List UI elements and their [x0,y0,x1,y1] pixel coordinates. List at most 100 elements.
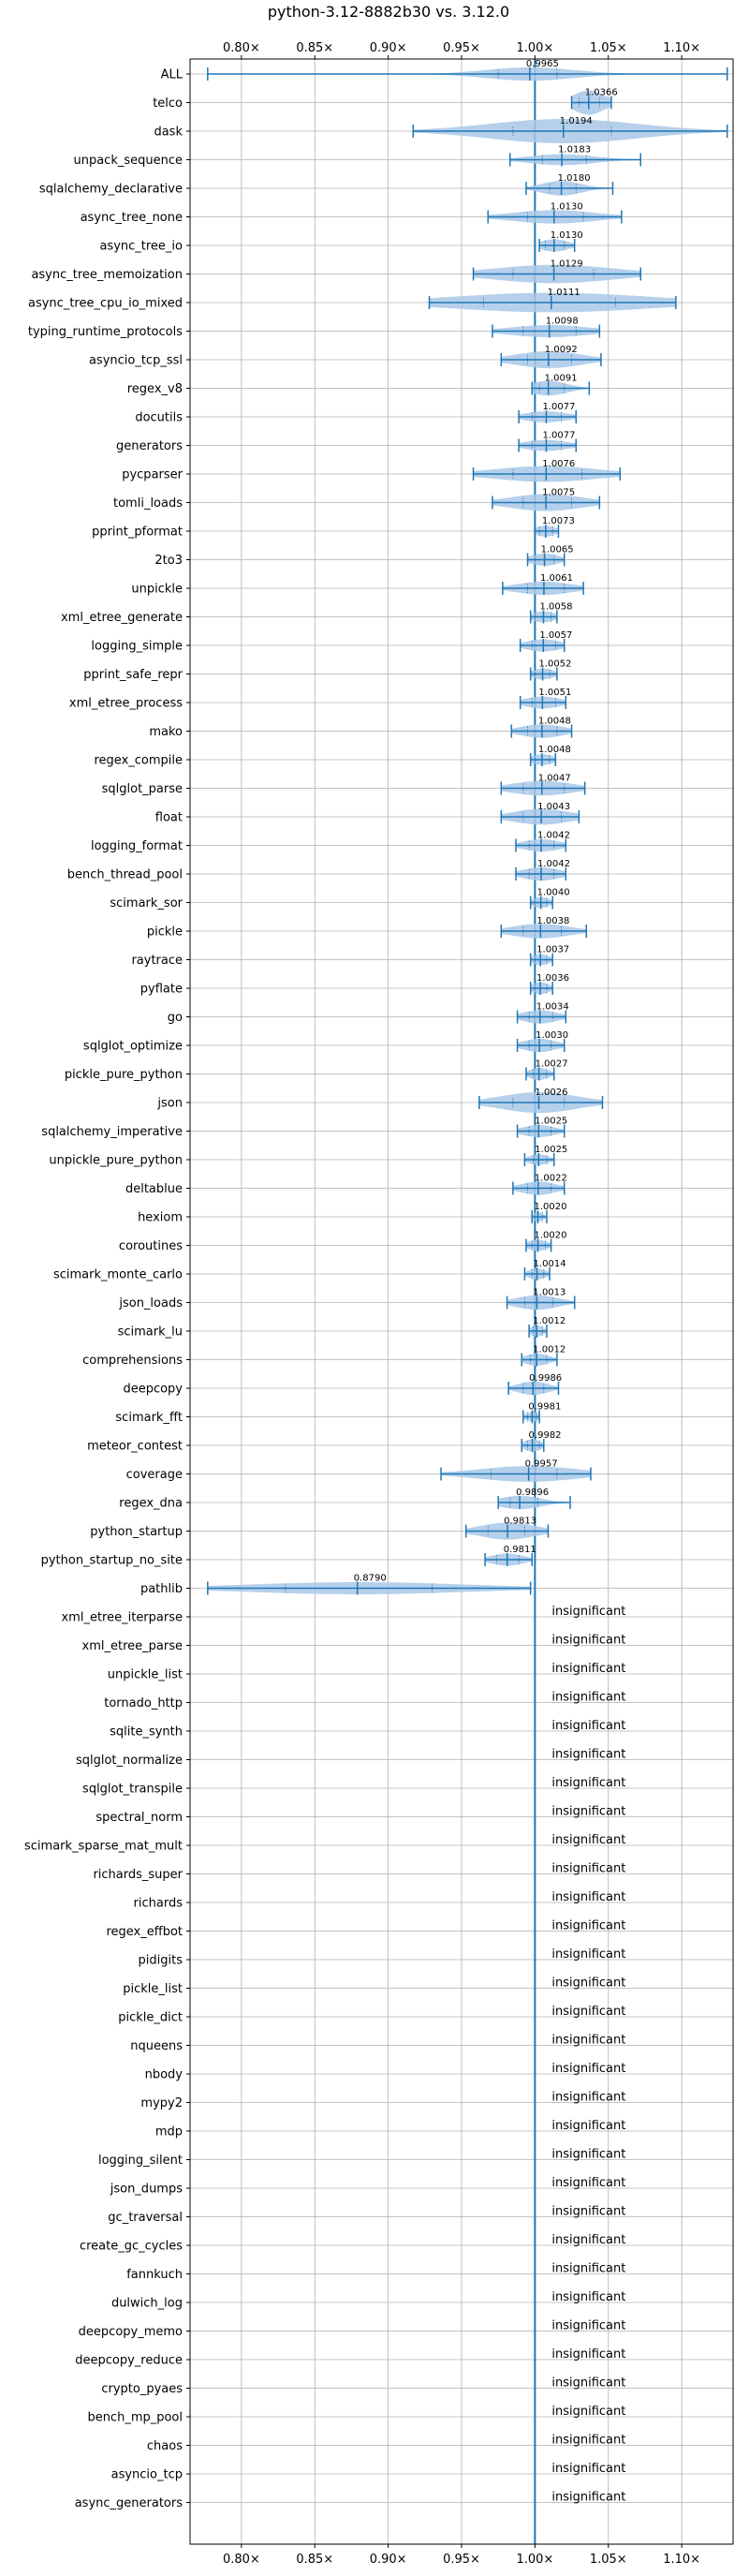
insignificant-label: insignificant [551,2319,625,2333]
violin-value-label: 1.0038 [536,916,569,926]
violin-value-label: 1.0013 [533,1288,565,1298]
violin-value-label: 1.0065 [541,545,574,555]
violin-value-label: 1.0020 [535,1231,567,1241]
x-tick-label-top: 0.85× [296,41,333,55]
x-tick-label-top: 0.95× [443,41,480,55]
y-tick-label: typing_runtime_protocols [28,325,183,339]
violin-value-label: 1.0076 [542,459,575,469]
x-tick-label-top: 1.00× [516,41,553,55]
y-tick-label: pycparser [122,468,183,482]
violin-value-label: 1.0020 [535,1202,567,1212]
insignificant-label: insignificant [551,1719,625,1733]
y-tick-label: logging_silent [98,2154,183,2168]
violin-value-label: 1.0027 [536,1059,568,1070]
y-tick-label: unpack_sequence [73,154,183,168]
insignificant-label: insignificant [551,2233,625,2247]
y-tick-label: scimark_sor [110,896,183,910]
y-tick-label: dask [154,126,183,140]
y-tick-label: tornado_http [104,1696,183,1710]
violin-value-label: 1.0092 [545,345,578,355]
y-tick-label: python_startup_no_site [41,1554,183,1568]
y-tick-label: logging_format [91,839,183,853]
y-tick-label: nbody [145,2068,184,2082]
violin-value-label: 1.0025 [535,1145,567,1155]
y-tick-label: ALL [161,68,184,82]
x-tick-label-bottom: 0.85× [296,2553,333,2567]
y-tick-label: async_tree_io [99,240,183,254]
y-tick-label: sqlglot_optimize [83,1040,183,1054]
x-tick-label-bottom: 1.10× [663,2553,700,2567]
violin-value-label: 1.0042 [537,859,570,869]
y-tick-label: hexiom [138,1211,183,1225]
violin-value-label: 0.9957 [525,1459,558,1470]
violin-value-label: 1.0180 [558,173,591,184]
y-tick-label: regex_dna [119,1497,183,1511]
insignificant-label: insignificant [551,1862,625,1876]
violin-value-label: 1.0073 [542,516,575,526]
violin-value-label: 0.9896 [516,1488,549,1498]
violin-value-label: 1.0048 [538,717,571,727]
y-tick-label: richards [134,1897,184,1911]
y-tick-label: xml_etree_iterparse [61,1611,183,1625]
violin-value-label: 1.0048 [538,745,571,755]
insignificant-label: insignificant [551,2091,625,2105]
violin-layer [207,59,728,2544]
insignificant-label: insignificant [551,2148,625,2162]
y-tick-label: docutils [135,411,183,425]
y-tick-label: bench_mp_pool [87,2411,183,2425]
x-tick-label-top: 1.05× [590,41,627,55]
y-tick-label: go [168,1011,183,1025]
y-tick-label: python_startup [90,1525,183,1539]
violin-value-label: 1.0098 [546,317,579,327]
x-tick-label-bottom: 0.80× [223,2553,260,2567]
violin-value-label: 1.0058 [539,602,572,613]
y-tick-label: regex_compile [94,754,183,768]
insignificant-label: insignificant [551,1890,625,1904]
y-tick-label: scimark_monte_carlo [53,1268,183,1282]
violin-value-label: 1.0042 [537,831,570,841]
violin-value-label: 1.0012 [533,1316,565,1326]
insignificant-label: insignificant [551,1662,625,1676]
y-tick-label: unpickle [131,583,183,597]
y-tick-label: nqueens [130,2039,183,2053]
insignificant-label: insignificant [551,2290,625,2304]
x-tick-label-bottom: 0.90× [370,2553,407,2567]
violin-value-label: 1.0043 [537,802,570,812]
insignificant-label: insignificant [551,2347,625,2361]
y-tick-label: async_generators [75,2496,184,2510]
y-tick-label: sqlglot_parse [102,782,183,796]
y-tick-label: pprint_pformat [92,526,183,540]
y-tick-label: xml_etree_process [69,697,183,711]
y-tick-label: coroutines [119,1239,183,1253]
y-tick-label: 2to3 [154,554,183,568]
insignificant-label: insignificant [551,2462,625,2476]
y-tick-label: deltablue [125,1182,183,1196]
violin-value-label: 1.0012 [533,1345,565,1355]
insignificant-label: insignificant [551,2262,625,2276]
x-tick-label-top: 1.10× [663,41,700,55]
violin-value-label: 1.0051 [538,688,571,698]
y-tick-label: deepcopy_memo [79,2325,183,2339]
y-tick-label: telco [153,96,183,111]
insignificant-label: insignificant [551,2119,625,2133]
x-tick-label-bottom: 1.00× [516,2553,553,2567]
violin-value-label: 0.9813 [504,1517,536,1527]
violin-value-label: 1.0129 [551,259,583,270]
y-tick-label: fannkuch [126,2268,183,2282]
y-tick-label: gc_traversal [108,2211,183,2225]
violin-value-label: 1.0047 [538,774,571,784]
y-tick-label: spectral_norm [95,1811,183,1825]
y-tick-label: xml_etree_generate [61,611,183,625]
insignificant-label: insignificant [551,2062,625,2076]
x-tick-label-top: 0.80× [223,41,260,55]
plot-frame [189,58,734,2545]
y-tick-label: crypto_pyaes [101,2382,183,2396]
y-tick-label: tomli_loads [113,496,183,511]
y-tick-label: generators [116,439,183,453]
insignificant-label: insignificant [551,2376,625,2391]
y-tick-label: scimark_fft [115,1411,183,1425]
insignificant-label: insignificant [551,2034,625,2048]
violin-value-label: 0.9986 [529,1373,562,1384]
y-tick-label: mypy2 [140,2096,183,2110]
y-tick-label: pyflate [140,983,183,997]
